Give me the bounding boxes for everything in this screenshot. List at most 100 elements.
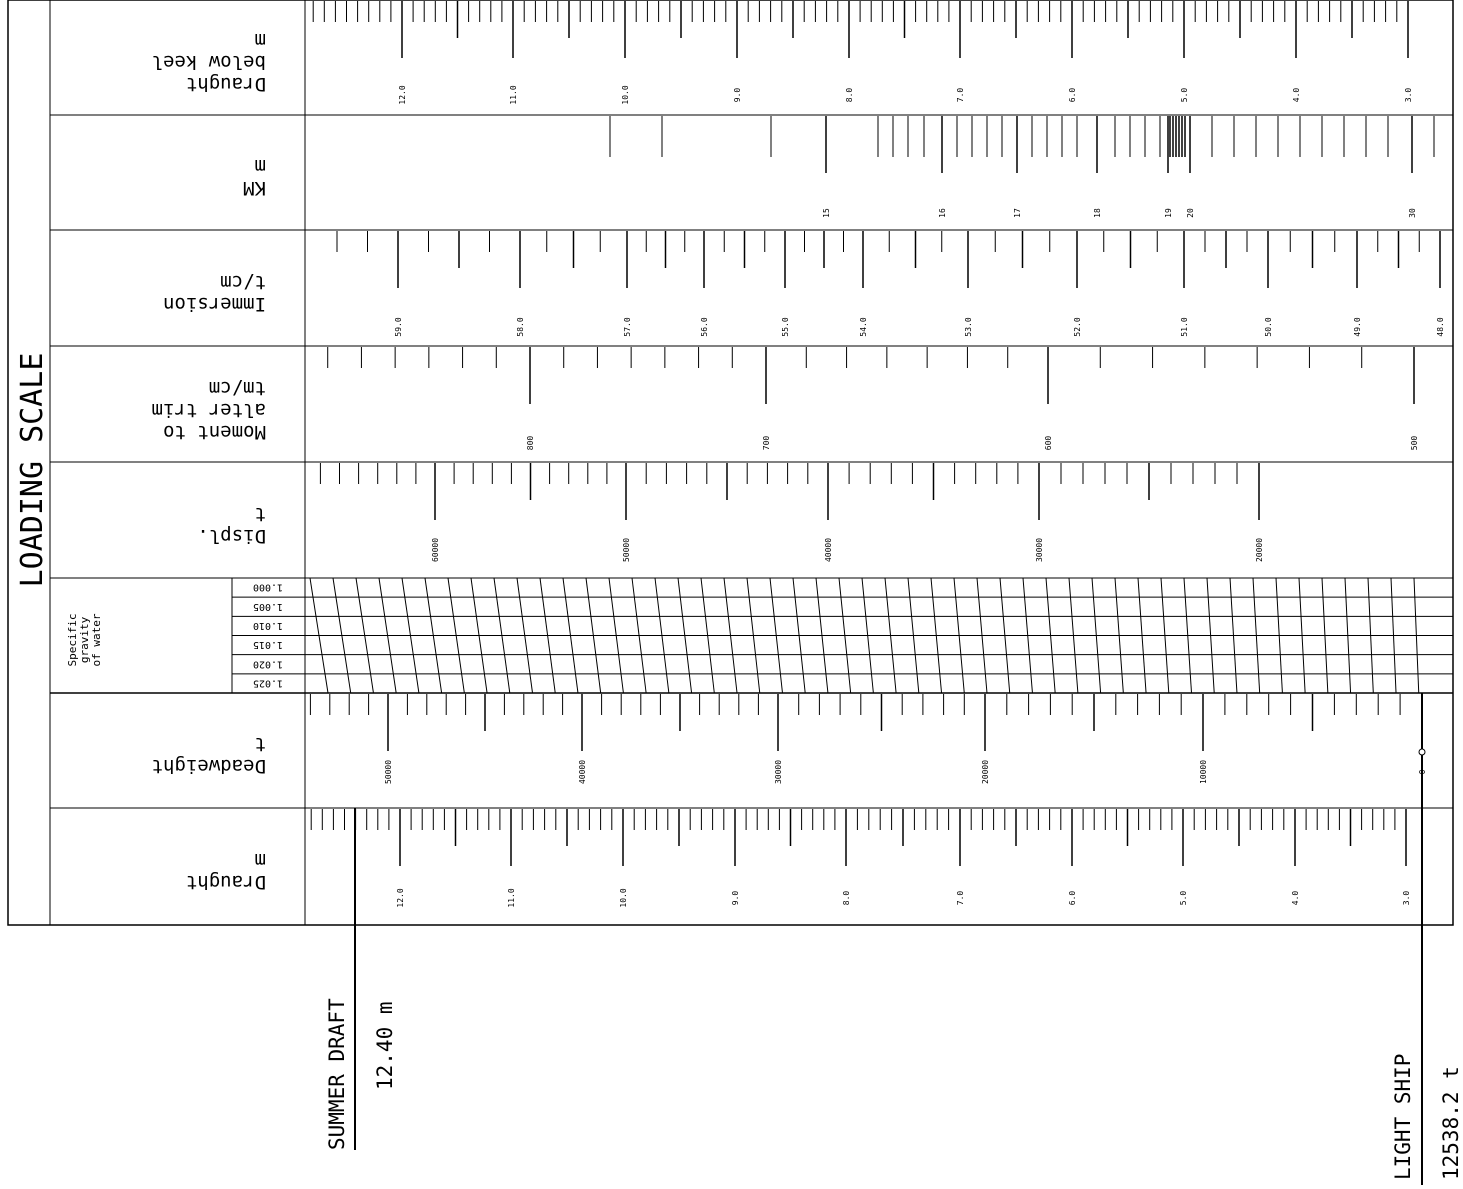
sg-correction-line [907,577,920,694]
tick-label-immersion: 57.0 [623,317,632,336]
row-title-immersion: Immersion t/cm [163,271,266,315]
tick-label-deadweight: 40000 [578,760,587,784]
sg-correction-line [1344,577,1352,694]
sg-correction-line [723,577,738,694]
svg-text:m: m [255,29,266,51]
tick-label-draught: 6.0 [1068,891,1077,906]
sg-correction-line [1022,577,1033,694]
sg-correction-line [378,577,397,694]
sg-correction-line [654,577,670,694]
row-title-displacement: Displ. t [197,503,266,547]
sg-correction-line [585,577,602,694]
sg-correction-line [1045,577,1056,694]
tick-label-mct: 600 [1044,436,1053,451]
svg-text:Specific: Specific [66,614,79,667]
tick-label-draught: 5.0 [1179,891,1188,906]
svg-text:Draught: Draught [186,871,266,893]
svg-text:KM: KM [243,177,266,199]
specific-gravity-grid: 1.000 1.005 1.010 1.015 1.020 1.025 [232,577,1453,694]
sg-correction-line [700,577,715,694]
sg-correction-line [1252,577,1261,694]
tick-label-immersion: 53.0 [964,317,973,336]
svg-text:Draught: Draught [186,73,266,95]
sg-correction-line [539,577,556,694]
tick-label-displ: 20000 [1255,538,1264,562]
sg-correction-line [470,577,488,694]
tick-label-draught: 3.0 [1402,891,1411,906]
tick-label-draught: 7.0 [956,891,965,906]
tick-label-immersion: 59.0 [394,317,403,336]
sg-correction-line [1390,577,1397,694]
summer-draft-value: 12.40 m [373,1001,397,1090]
sg-correction-line [1321,577,1329,694]
tick-label-draught: 8.0 [842,891,851,906]
tick-label-km: 18 [1093,208,1102,218]
svg-text:Displ.: Displ. [197,525,266,547]
sg-correction-line [608,577,624,694]
svg-text:alter trim: alter trim [152,399,266,421]
tick-label-draught_keel: 6.0 [1068,88,1077,103]
svg-text:gravity: gravity [78,616,91,663]
tick-label-immersion: 48.0 [1436,317,1445,336]
svg-text:below keel: below keel [152,51,266,73]
tick-label-immersion: 58.0 [516,317,525,336]
sg-correction-line [746,577,761,694]
sg-correction-line [884,577,897,694]
sg-correction-line [976,577,988,694]
sg-value-label: 1.020 [253,658,283,669]
tick-label-deadweight: 10000 [1199,760,1208,784]
svg-text:Moment to: Moment to [163,421,266,443]
sg-correction-line [1367,577,1374,694]
tick-label-mct: 800 [526,436,535,451]
tick-label-immersion: 54.0 [859,317,868,336]
tick-label-deadweight: 20000 [981,760,990,784]
tick-label-draught_keel: 8.0 [845,88,854,103]
tick-label-draught_keel: 5.0 [1180,88,1189,103]
sg-value-label: 1.025 [253,677,283,688]
tick-label-draught_keel: 9.0 [733,88,742,103]
tick-label-displ: 30000 [1035,538,1044,562]
light-ship-value: 12538.2 t [1439,1066,1463,1180]
specific-gravity-title: Specific gravity of water [66,613,103,666]
svg-text:tm/cm: tm/cm [209,377,266,399]
sg-correction-line [516,577,534,694]
tick-label-deadweight: 30000 [774,760,783,784]
svg-text:m: m [255,849,266,871]
sg-correction-line [861,577,874,694]
tick-label-km: 17 [1013,208,1022,218]
sg-correction-line [769,577,783,694]
svg-text:t: t [255,733,266,755]
svg-text:t/cm: t/cm [220,271,266,293]
tick-label-draught_keel: 3.0 [1404,88,1413,103]
tick-label-draught_keel: 4.0 [1292,88,1301,103]
tick-label-immersion: 56.0 [700,317,709,336]
sg-value-label: 1.015 [253,639,283,650]
summer-draft-label: SUMMER DRAFT [325,998,349,1150]
light-ship-label: LIGHT SHIP [1391,1054,1415,1180]
sg-correction-line [838,577,852,694]
sg-value-label: 1.010 [253,620,283,631]
sg-correction-line [1114,577,1124,694]
tick-label-draught_keel: 12.0 [398,85,407,104]
sg-value-label: 1.000 [253,582,283,593]
sg-correction-line [401,577,420,694]
tick-label-immersion: 52.0 [1073,317,1082,336]
tick-label-immersion: 50.0 [1264,317,1273,336]
row-title-draught-below-keel: Draught below keel m [152,29,266,95]
sg-correction-line [355,577,374,694]
svg-text:of water: of water [90,613,103,666]
sg-correction-line [677,577,693,694]
tick-label-displ: 50000 [622,538,631,562]
tick-label-draught_keel: 11.0 [509,85,518,104]
sg-correction-line [1068,577,1079,694]
sg-correction-line [815,577,829,694]
svg-text:Deadweight: Deadweight [152,755,266,777]
tick-label-displ: 40000 [824,538,833,562]
sg-correction-line [332,577,352,694]
tick-label-draught: 9.0 [731,891,740,906]
sg-correction-line [424,577,443,694]
sg-correction-line [631,577,647,694]
tick-label-mct: 500 [1410,436,1419,451]
tick-label-immersion: 55.0 [781,317,790,336]
tick-label-deadweight: 50000 [384,760,393,784]
